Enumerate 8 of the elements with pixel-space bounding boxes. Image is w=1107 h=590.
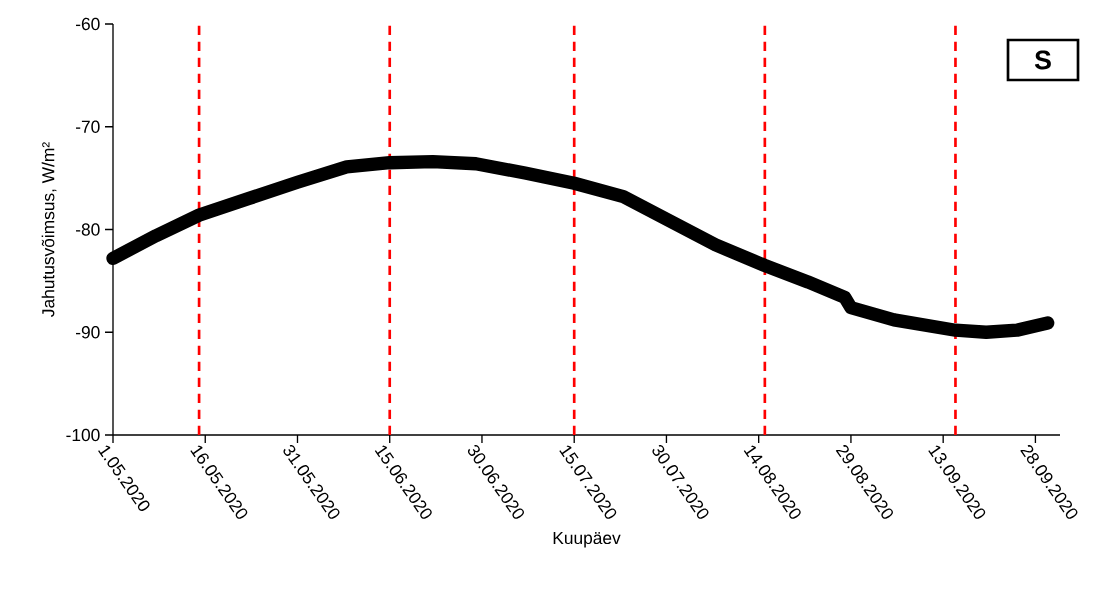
y-axis-title: Jahutusvõimsus, W/m² bbox=[41, 142, 57, 317]
y-tick-label: -60 bbox=[76, 17, 100, 31]
y-tick-label: -80 bbox=[76, 223, 100, 236]
annotation: S bbox=[1034, 50, 1051, 70]
y-tick-label: -70 bbox=[76, 120, 100, 133]
y-tick-label: -100 bbox=[66, 428, 100, 442]
x-axis-title: Kuupäev bbox=[553, 532, 621, 548]
y-tick-label: -90 bbox=[76, 326, 100, 339]
